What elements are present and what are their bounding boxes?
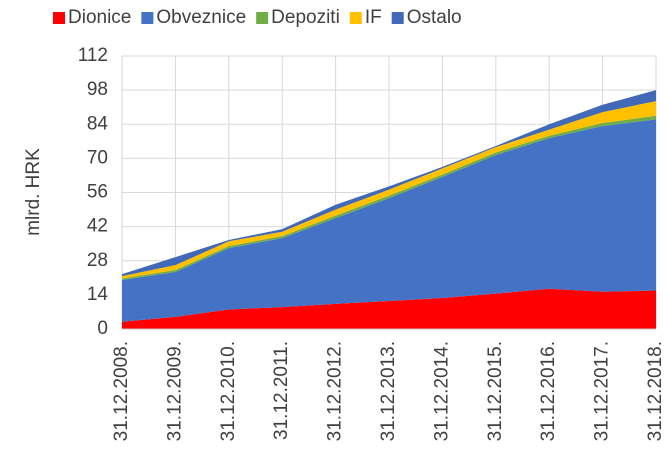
y-tick-label: 84 bbox=[87, 113, 109, 134]
x-tick-label: 31.12.2018. bbox=[645, 341, 666, 441]
legend-swatch bbox=[53, 12, 65, 24]
area bbox=[122, 101, 656, 279]
y-tick-label: 28 bbox=[87, 250, 108, 271]
x-tick-label: 31.12.2015. bbox=[485, 341, 506, 441]
x-tick-label: 31.12.2008. bbox=[111, 341, 132, 441]
y-tick-label: 98 bbox=[87, 79, 108, 100]
y-tick-label: 0 bbox=[97, 318, 108, 339]
x-tick-label: 31.12.2009. bbox=[164, 341, 185, 441]
legend-label: Ostalo bbox=[407, 7, 462, 28]
legend-swatch bbox=[256, 12, 269, 24]
legend-swatch bbox=[391, 12, 404, 24]
y-tick-label: 56 bbox=[87, 182, 108, 203]
legend-label: Obveznice bbox=[156, 7, 246, 28]
legend-swatch bbox=[349, 12, 362, 24]
x-tick-label: 31.12.2013. bbox=[378, 341, 399, 441]
y-axis-label: mlrd. HRK bbox=[23, 148, 44, 236]
x-tick-label: 31.12.2017. bbox=[592, 341, 613, 441]
y-tick-label: 42 bbox=[87, 216, 108, 237]
legend-label: Dionice bbox=[68, 7, 131, 28]
y-tick-label: 70 bbox=[87, 147, 108, 168]
x-tick-label: 31.12.2014. bbox=[431, 341, 452, 441]
legend-label: IF bbox=[365, 7, 382, 28]
area bbox=[122, 90, 656, 277]
x-tick-label: 31.12.2010. bbox=[218, 341, 239, 441]
area bbox=[122, 288, 656, 329]
y-tick-label: 112 bbox=[78, 45, 108, 66]
x-tick-label: 31.12.2012. bbox=[325, 341, 346, 441]
area bbox=[122, 119, 656, 322]
legend-label: Depoziti bbox=[271, 7, 340, 28]
y-tick-label: 14 bbox=[87, 284, 109, 305]
area bbox=[122, 115, 656, 281]
x-tick-label: 31.12.2011. bbox=[271, 341, 292, 440]
x-tick-label: 31.12.2016. bbox=[538, 341, 559, 441]
legend-swatch bbox=[141, 12, 154, 24]
